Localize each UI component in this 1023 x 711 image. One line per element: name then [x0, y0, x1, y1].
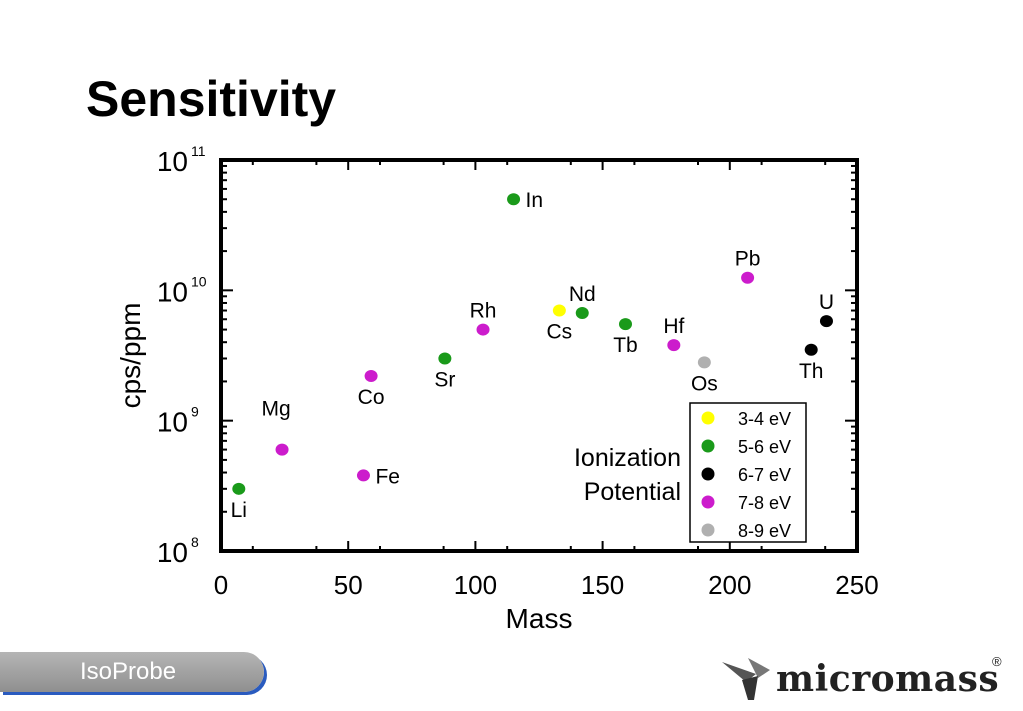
y-tick-label-base: 10 [157, 537, 188, 568]
data-point-sr [438, 352, 452, 365]
x-tick-label: 50 [334, 570, 363, 600]
y-axis-label: cps/ppm [115, 303, 146, 409]
y-tick-label-exp: 9 [191, 404, 199, 420]
legend-label: 6-7 eV [738, 465, 791, 485]
data-point-in [507, 193, 521, 206]
plot-frame [219, 158, 859, 553]
x-tick-label: 0 [214, 570, 228, 600]
legend-title: Potential [584, 478, 681, 506]
x-tick-label: 150 [581, 570, 624, 600]
data-label-sr: Sr [434, 368, 455, 391]
data-point-pb [741, 271, 755, 284]
data-point-u [819, 315, 833, 328]
footer-label: IsoProbe [80, 658, 177, 685]
legend-marker [701, 439, 715, 453]
data-label-nd: Nd [569, 283, 596, 306]
legend-marker [701, 411, 715, 425]
data-label-u: U [819, 291, 834, 314]
data-label-rh: Rh [470, 300, 497, 323]
registered-mark: ® [992, 654, 1002, 669]
y-tick-label-exp: 11 [191, 143, 206, 159]
legend-label: 3-4 eV [738, 409, 791, 429]
data-label-pb: Pb [735, 248, 761, 271]
data-label-os: Os [691, 372, 718, 395]
legend-label: 5-6 eV [738, 437, 791, 457]
data-point-tb [618, 318, 632, 331]
legend-marker [701, 495, 715, 509]
bird-logo-icon [722, 658, 770, 700]
data-point-cs [552, 304, 566, 317]
data-label-li: Li [231, 499, 247, 522]
x-tick-label: 200 [708, 570, 751, 600]
data-label-fe: Fe [375, 465, 400, 488]
data-label-co: Co [358, 386, 385, 409]
logo-text: micromass [776, 658, 1000, 700]
data-point-mg [275, 443, 289, 456]
y-tick-label-exp: 8 [191, 534, 199, 550]
micromass-logo: micromass ® [718, 652, 1008, 706]
data-label-in: In [526, 189, 544, 212]
legend-label: 7-8 eV [738, 493, 791, 513]
data-point-li [232, 482, 246, 495]
data-label-hf: Hf [663, 315, 684, 338]
x-tick-label: 250 [835, 570, 878, 600]
data-label-tb: Tb [613, 334, 638, 357]
data-point-fe [356, 469, 370, 482]
x-tick-label: 100 [454, 570, 497, 600]
data-point-rh [476, 323, 490, 336]
footer-tab: IsoProbe [0, 652, 264, 692]
x-axis-label: Mass [506, 603, 573, 634]
y-tick-label-base: 10 [157, 407, 188, 438]
data-point-th [804, 343, 818, 356]
legend-label: 8-9 eV [738, 521, 791, 541]
data-point-co [364, 370, 378, 383]
page-title: Sensitivity [86, 71, 337, 127]
data-point-nd [575, 307, 589, 320]
legend-marker [701, 523, 715, 537]
legend-title: Ionization [574, 444, 681, 472]
y-tick-label-base: 10 [157, 276, 188, 307]
data-label-mg: Mg [261, 398, 290, 421]
data-point-hf [667, 339, 681, 352]
data-label-th: Th [799, 360, 824, 383]
data-label-cs: Cs [547, 321, 573, 344]
legend-marker [701, 467, 715, 481]
data-point-os [697, 356, 711, 369]
y-tick-label-exp: 10 [191, 273, 207, 289]
y-tick-label-base: 10 [157, 146, 188, 177]
